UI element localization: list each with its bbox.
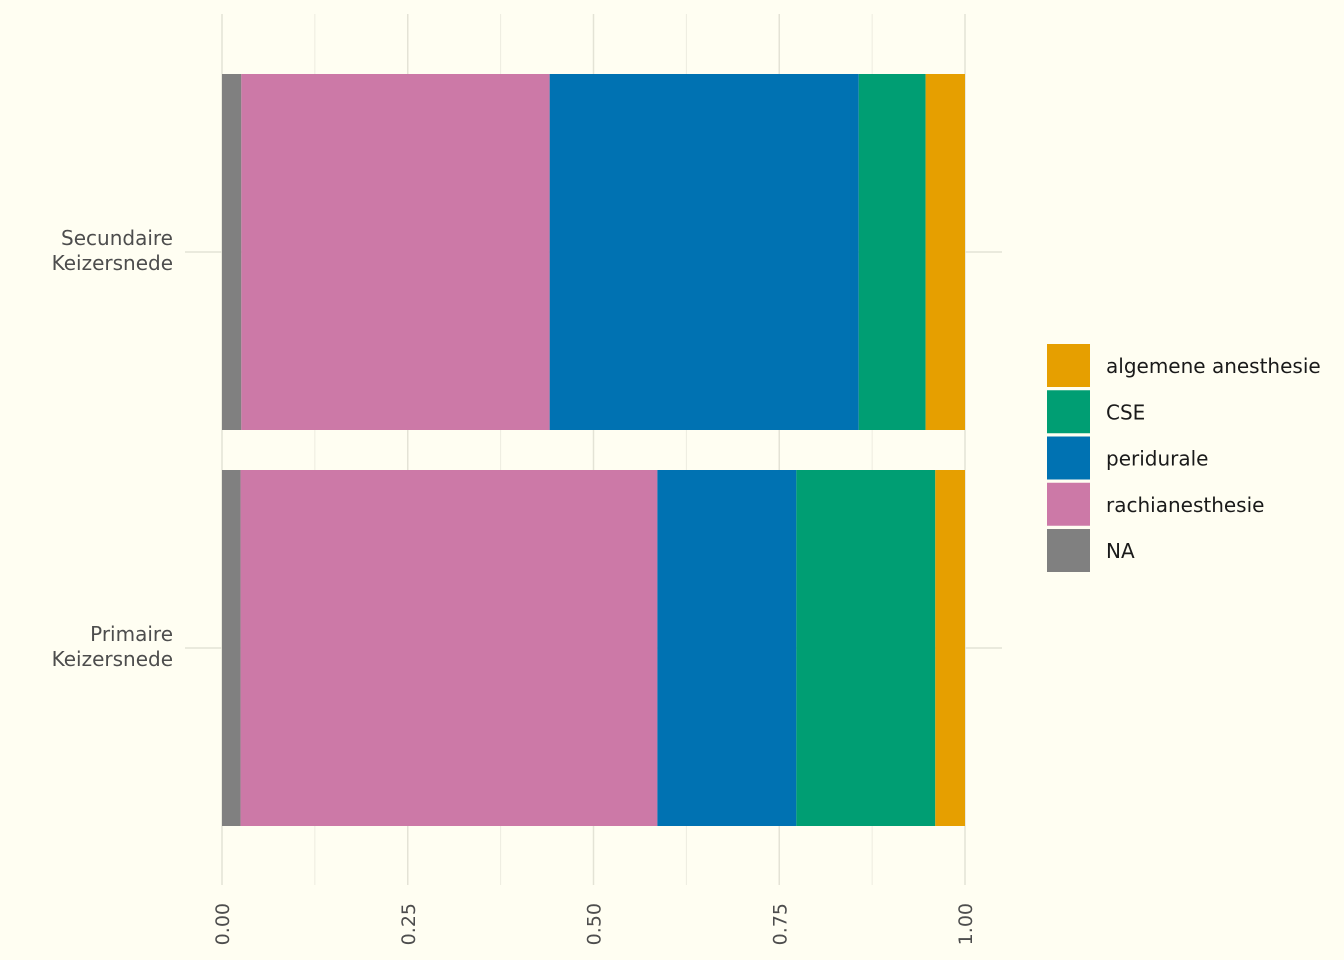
legend-swatch	[1047, 436, 1090, 480]
x-tick-label: 1.00	[955, 903, 977, 945]
legend-label: peridurale	[1106, 447, 1209, 471]
legend-swatch	[1047, 529, 1090, 572]
bar-segment	[858, 74, 926, 430]
category-label: Secundaire Keizersnede	[52, 226, 173, 275]
bar-segment	[222, 470, 241, 826]
bar-segment	[240, 470, 658, 826]
x-tick-label: 0.75	[769, 903, 791, 945]
legend-label: algemene anesthesie	[1106, 354, 1321, 378]
category-labels: Secundaire Keizersnede Primaire Keizersnede	[52, 226, 173, 671]
bar-segment	[241, 74, 550, 430]
bar-segment	[935, 470, 965, 826]
x-tick-label: 0.50	[584, 903, 606, 945]
legend-label: NA	[1106, 539, 1135, 563]
legend: algemene anesthesie CSE peridurale rachiane…	[1047, 344, 1321, 572]
bar-layer	[222, 74, 965, 826]
bar-segment	[925, 74, 965, 430]
legend-label: CSE	[1106, 400, 1145, 424]
legend-swatch	[1047, 390, 1090, 434]
category-label: Primaire Keizersnede	[52, 622, 173, 671]
bar-segment	[796, 470, 936, 826]
x-tick-labels: 0.00 0.25 0.50 0.75 1.00	[212, 903, 977, 945]
legend-swatch	[1047, 482, 1090, 526]
legend-label: rachianesthesie	[1106, 493, 1264, 517]
x-tick-label: 0.25	[398, 903, 420, 945]
legend-swatch	[1047, 344, 1090, 387]
x-tick-label: 0.00	[212, 903, 234, 945]
bar-segment	[549, 74, 859, 430]
bar-segment	[222, 74, 242, 430]
bar-segment	[657, 470, 797, 826]
